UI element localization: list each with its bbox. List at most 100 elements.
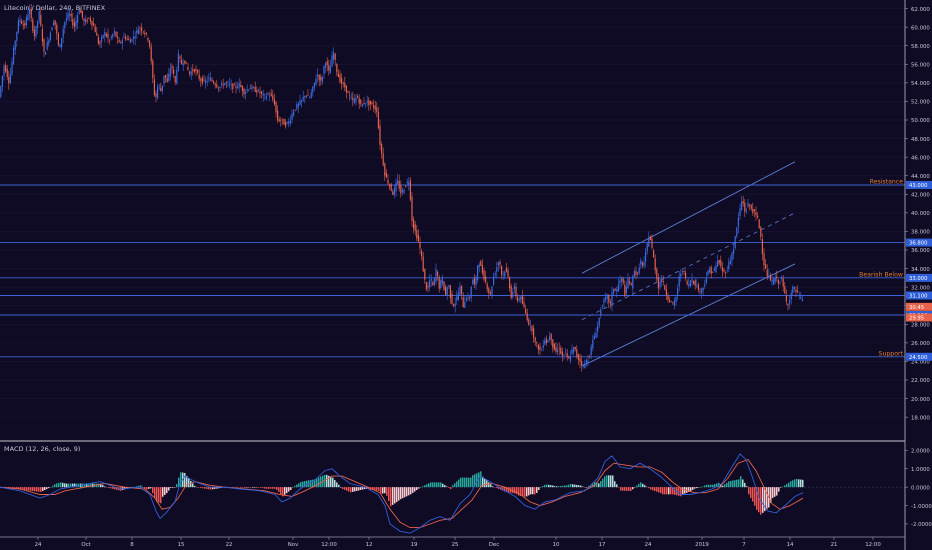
macd-histogram-bar xyxy=(504,487,506,492)
macd-histogram-bar xyxy=(402,487,404,499)
candle-body xyxy=(568,357,570,359)
candle-body xyxy=(310,92,312,98)
candle-body xyxy=(656,269,658,280)
candle-body xyxy=(128,38,130,40)
candle-body xyxy=(384,163,386,176)
price-tick-label: 38.000 xyxy=(911,230,930,236)
candle-body xyxy=(272,95,274,100)
candle-body xyxy=(449,285,451,299)
macd-histogram-bar xyxy=(326,474,328,488)
candle-body xyxy=(227,82,229,84)
macd-histogram-bar xyxy=(494,487,496,488)
macd-histogram-bar xyxy=(440,482,442,488)
candle-body xyxy=(643,261,645,267)
time-tick-label: 12:00 xyxy=(321,542,337,548)
time-tick-label: 2019 xyxy=(695,542,709,548)
candle-body xyxy=(433,278,435,285)
macd-histogram-bar xyxy=(334,479,336,488)
candle-body xyxy=(533,328,535,338)
candle-body xyxy=(744,202,746,212)
candle-body xyxy=(185,62,187,64)
candle-body xyxy=(5,64,7,72)
macd-histogram-bar xyxy=(536,487,538,493)
candle-body xyxy=(262,93,264,96)
macd-histogram-bar xyxy=(158,487,160,503)
macd-histogram-bar xyxy=(592,483,594,488)
candle-body xyxy=(710,266,712,274)
candle-body xyxy=(725,272,727,274)
macd-histogram-bar xyxy=(704,485,706,488)
macd-histogram-bar xyxy=(114,487,116,490)
macd-histogram-bar xyxy=(290,487,292,490)
candle-body xyxy=(669,299,671,302)
candle-body xyxy=(27,14,29,21)
macd-histogram-bar xyxy=(116,487,118,490)
macd-histogram-bar xyxy=(604,476,606,488)
macd-axis[interactable]: 2.0000 1.0000 0.0000 -1.0000 -2.0000 xyxy=(905,449,932,529)
macd-histogram-bar xyxy=(452,485,454,488)
candle-body xyxy=(275,101,277,113)
candle-body xyxy=(291,113,293,120)
candle-body xyxy=(491,286,493,296)
horizontal-levels[interactable]: Resistance Bearish Below Support xyxy=(0,179,905,358)
macd-histogram-bar xyxy=(150,487,152,489)
macd-histogram-bar xyxy=(692,487,694,490)
candle-body xyxy=(281,118,283,120)
candle-body xyxy=(257,89,259,92)
macd-histogram-bar xyxy=(696,487,698,489)
candle-body xyxy=(163,75,165,84)
macd-histogram-bar xyxy=(472,475,474,488)
macd-histogram-bar xyxy=(254,487,256,488)
macd-histogram-bar xyxy=(656,487,658,492)
candle-body xyxy=(697,284,699,290)
candle-body xyxy=(502,274,504,276)
macd-histogram-bar xyxy=(262,487,264,489)
macd-histogram-bar xyxy=(240,487,242,488)
macd-histogram-bar xyxy=(388,487,390,502)
candle-body xyxy=(181,59,183,65)
candle-body xyxy=(179,56,181,59)
candle-body xyxy=(416,230,418,239)
macd-histogram-bar xyxy=(534,487,536,495)
macd-histogram-bar xyxy=(652,487,654,491)
macd-histogram-bar xyxy=(532,487,534,495)
candle-body xyxy=(589,356,591,358)
macd-histogram-bar xyxy=(146,487,148,490)
candle-body xyxy=(49,32,51,40)
macd-histogram-bar xyxy=(88,483,90,488)
candle-body xyxy=(742,201,744,204)
candle-body xyxy=(464,302,466,308)
macd-histogram-bar xyxy=(624,487,626,491)
macd-histogram-bar xyxy=(316,478,318,488)
candle-body xyxy=(721,267,723,272)
candle-body xyxy=(401,190,403,192)
candle-body xyxy=(104,31,106,37)
candle-body xyxy=(70,14,72,17)
candle-body xyxy=(107,33,109,39)
candle-body xyxy=(230,84,232,86)
candle-body xyxy=(40,14,42,26)
candle-body xyxy=(457,292,459,300)
macd-histogram-bar xyxy=(620,487,622,491)
candle-body xyxy=(659,281,661,288)
candle-body xyxy=(125,36,127,40)
candle-body xyxy=(745,210,747,212)
candle-body xyxy=(757,215,759,218)
candle-body xyxy=(261,91,263,94)
candle-body xyxy=(177,53,179,71)
macd-histogram-bar xyxy=(364,487,366,490)
candle-body xyxy=(717,260,719,267)
candle-body xyxy=(563,354,565,356)
time-axis[interactable]: 24 Oct 8 15 22 Nov 12:00 12 19 25 Dec 10 17 24 2019 7 14… xyxy=(35,537,882,548)
macd-histogram-bar xyxy=(754,487,756,506)
candle-body xyxy=(53,22,55,26)
candle-body xyxy=(64,21,66,28)
candle-body xyxy=(678,276,680,287)
macd-histogram-bar xyxy=(614,481,616,488)
macd-histogram-bar xyxy=(302,481,304,488)
macd-histogram-bar xyxy=(398,487,400,501)
macd-histogram-bar xyxy=(560,485,562,488)
candle-body xyxy=(273,99,275,105)
macd-histogram-bar xyxy=(422,486,424,488)
